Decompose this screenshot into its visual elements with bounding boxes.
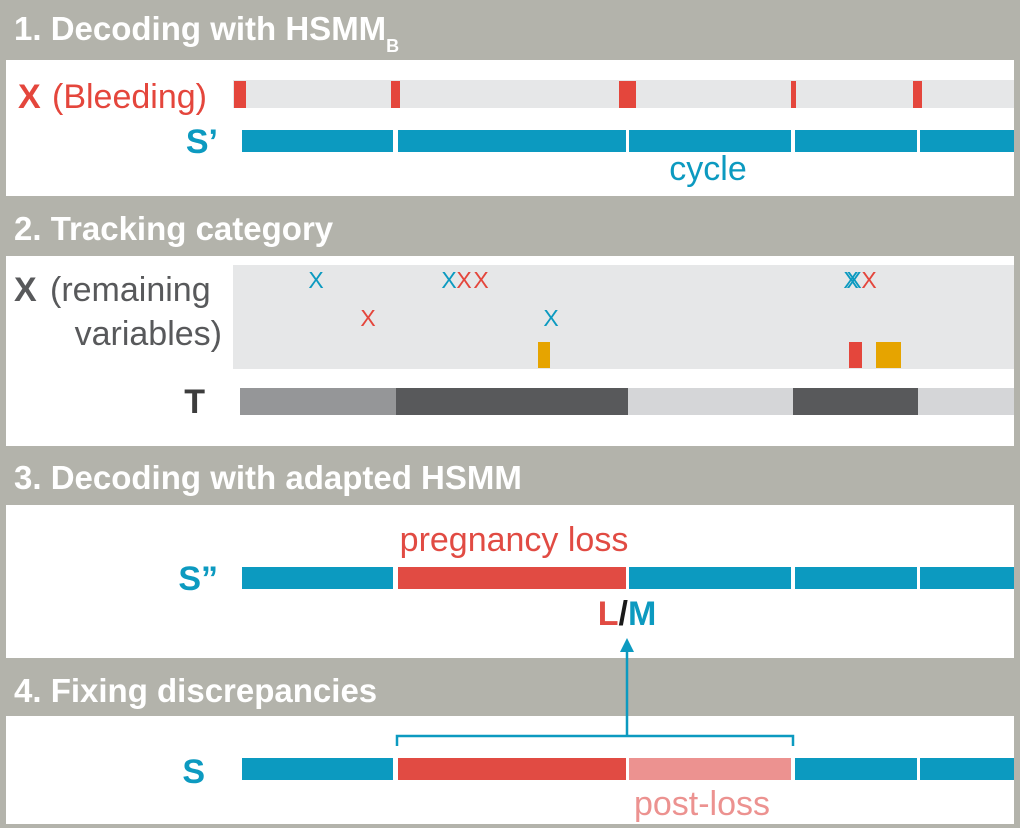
s-prime-cycle-bars <box>242 130 1014 152</box>
x-mark-4: X <box>456 267 471 293</box>
bleeding-mark-5 <box>913 81 922 108</box>
x-mark-9: X <box>861 267 876 293</box>
s-prime-segment-1 <box>242 130 393 152</box>
panel-3: 3. Decoding with adapted HSMM pregnancy … <box>6 459 1014 658</box>
s-segment-1 <box>242 758 393 780</box>
x-mark-7: X <box>843 267 858 293</box>
x-mark-5: X <box>473 267 488 293</box>
s-prime-segment-5 <box>920 130 1014 152</box>
l-m-label: L/M <box>598 595 657 633</box>
s-double-prime-segment-5 <box>920 567 1014 589</box>
panel-2: 2. Tracking category X (remaining variab… <box>6 210 1014 446</box>
bleeding-mark-3 <box>619 81 636 108</box>
tracking-segment-1 <box>240 388 396 415</box>
s-double-prime-bars <box>242 567 1014 589</box>
bleeding-x-label: (Bleeding) <box>52 78 207 116</box>
s-double-prime-segment-3 <box>629 567 791 589</box>
remaining-x-letter: X <box>14 271 37 309</box>
panel-4: 4. Fixing discrepancies S post-loss <box>6 672 1014 824</box>
remaining-label-line1: (remaining <box>50 271 211 309</box>
tracking-segment-2 <box>396 388 628 415</box>
variable-bar-marks <box>538 342 901 368</box>
yellow-mark-2 <box>876 342 901 368</box>
s-label: S <box>182 753 205 791</box>
panel-2-title: 2. Tracking category <box>14 210 334 247</box>
panel-3-title: 3. Decoding with adapted HSMM <box>14 459 522 496</box>
panel-1-title: 1. Decoding with HSMMB <box>14 10 399 56</box>
bleeding-mark-4 <box>791 81 796 108</box>
panel-4-title: 4. Fixing discrepancies <box>14 672 377 709</box>
s-prime-segment-3 <box>629 130 791 152</box>
bleeding-mark-1 <box>234 81 246 108</box>
pregnancy-loss-label: pregnancy loss <box>400 521 629 559</box>
x-mark-8: X <box>846 267 861 293</box>
red-mark-1 <box>849 342 862 368</box>
x-mark-6: X <box>543 305 558 331</box>
panel-1: 1. Decoding with HSMMB X (Bleeding) S’ c… <box>6 10 1014 196</box>
s-double-prime-label: S” <box>178 560 218 598</box>
s-segment-3 <box>629 758 791 780</box>
discrepancy-bracket <box>395 650 795 746</box>
bracket-line <box>395 734 795 746</box>
cycle-label: cycle <box>669 150 746 188</box>
x-mark-2: X <box>360 305 375 331</box>
yellow-mark-1 <box>538 342 550 368</box>
s-prime-label: S’ <box>186 123 218 161</box>
x-mark-1: X <box>308 267 323 293</box>
tracking-segment-4 <box>793 388 918 415</box>
s-segment-4 <box>795 758 917 780</box>
s-prime-segment-4 <box>795 130 917 152</box>
bleeding-marks <box>234 81 922 108</box>
remaining-label-line2: variables) <box>75 315 222 353</box>
s-segment-2 <box>398 758 626 780</box>
s-double-prime-segment-2 <box>398 567 626 589</box>
post-loss-label: post-loss <box>634 785 770 823</box>
x-mark-3: X <box>441 267 456 293</box>
tracking-category-bars <box>240 388 1014 415</box>
bleeding-mark-2 <box>391 81 400 108</box>
s-segment-5 <box>920 758 1014 780</box>
bleeding-x-letter: X <box>18 78 41 116</box>
t-label: T <box>184 383 205 421</box>
tracking-segment-3 <box>628 388 793 415</box>
s-prime-segment-2 <box>398 130 626 152</box>
s-double-prime-segment-4 <box>795 567 917 589</box>
s-final-bars <box>242 758 1014 780</box>
arrow-up-icon <box>620 638 634 652</box>
s-double-prime-segment-1 <box>242 567 393 589</box>
tracking-segment-5 <box>918 388 1014 415</box>
